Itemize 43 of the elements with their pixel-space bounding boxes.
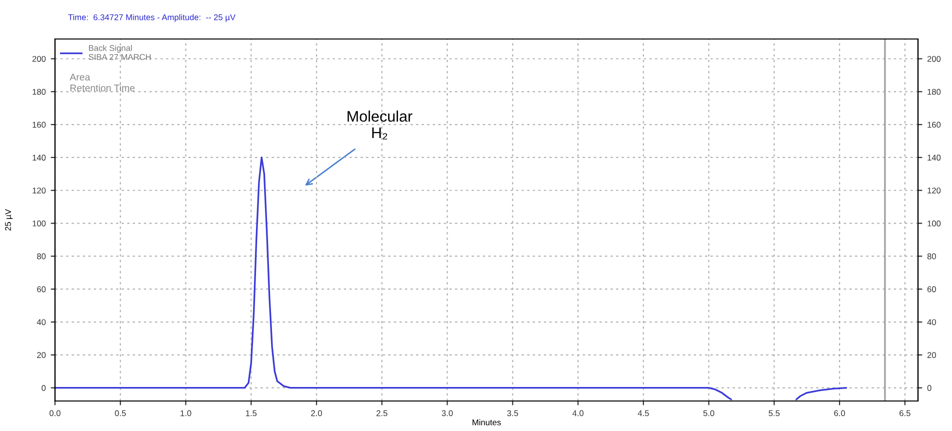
y2-tick-label: 80	[927, 253, 936, 260]
y-tick-label: 20	[37, 352, 46, 358]
y2-tick-label: 20	[927, 352, 936, 358]
legend-label: Back Signal SIBA 27 MARCH	[88, 44, 151, 60]
y2-tick-label: 200	[927, 56, 941, 62]
y-axis-title: 25 µV	[5, 209, 13, 231]
y2-tick-label: 0	[927, 385, 932, 391]
chart-title: Time: 6.34727 Minutes - Amplitude: -- 25 µV	[68, 14, 236, 22]
x-tick-label: 6.0	[834, 410, 846, 416]
y-tick-label: 40	[36, 319, 46, 326]
x-axis-title: Minutes	[472, 419, 501, 426]
x-tick-label: 4.0	[572, 410, 584, 416]
x-tick-label: 3.5	[507, 410, 518, 416]
x-tick-label: 5.0	[703, 410, 714, 416]
y-tick-label: 60	[37, 286, 46, 292]
x-tick-label: 5.5	[768, 410, 780, 416]
y2-tick-label: 160	[928, 122, 941, 128]
x-tick-label: 6.5	[900, 410, 910, 416]
x-tick-label: 0.5	[114, 410, 126, 416]
y2-tick-label: 140	[928, 154, 941, 161]
x-tick-label: 4.5	[638, 410, 649, 416]
x-tick-label: 2.0	[311, 410, 322, 416]
annotation: Retention Time	[70, 84, 135, 92]
y2-tick-label: 100	[928, 220, 941, 226]
x-tick-label: 0.0	[50, 410, 60, 416]
y2-tick-label: 60	[927, 286, 936, 292]
y-tick-label: 120	[32, 188, 46, 194]
y2-tick-label: 120	[928, 188, 941, 194]
y-tick-label: 140	[32, 154, 46, 161]
annotation: Molecular H₂	[348, 110, 412, 140]
y-tick-label: 100	[32, 220, 46, 226]
x-tick-label: 1.0	[180, 410, 192, 416]
x-tick-label: 2.5	[376, 410, 388, 416]
x-tick-label: 3.0	[442, 410, 453, 416]
annotation: Area	[70, 74, 90, 81]
y-tick-label: 200	[32, 56, 46, 62]
y-tick-label: 180	[32, 88, 46, 95]
y2-tick-label: 180	[928, 88, 941, 95]
x-tick-label: 1.5	[246, 410, 257, 416]
y-tick-label: 160	[32, 122, 46, 128]
y-tick-label: 80	[37, 253, 46, 260]
y2-tick-label: 40	[927, 319, 936, 326]
y-tick-label: 0	[42, 385, 46, 391]
